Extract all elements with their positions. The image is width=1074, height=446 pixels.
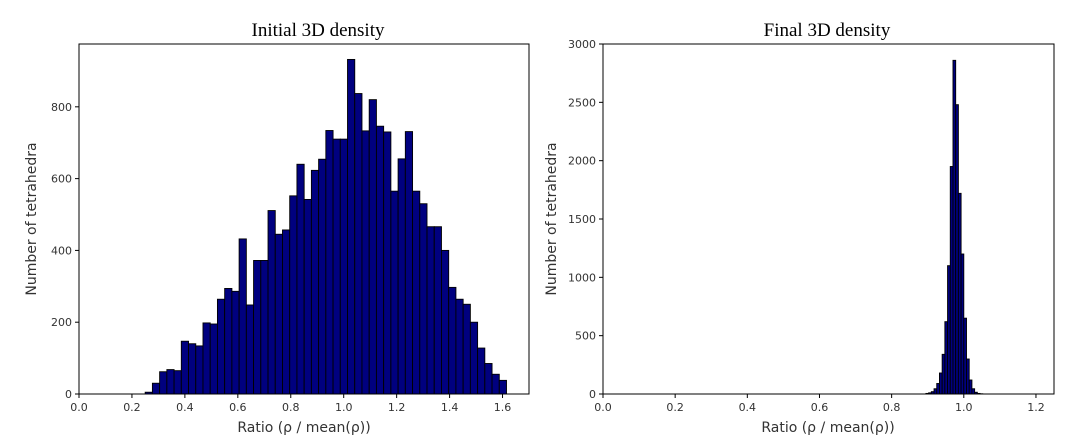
x-tick-label: 0.8 bbox=[282, 401, 300, 414]
y-tick-label: 400 bbox=[51, 244, 72, 257]
histogram-bar bbox=[180, 340, 189, 395]
histogram-bar bbox=[498, 379, 507, 395]
histogram-bar bbox=[173, 370, 182, 395]
plot-frame bbox=[602, 43, 1055, 395]
histogram-bar bbox=[188, 343, 197, 395]
histogram-bar bbox=[491, 373, 500, 395]
histogram-bar bbox=[325, 130, 334, 395]
histogram-bar bbox=[209, 323, 218, 395]
x-tick-label: 0.2 bbox=[666, 401, 684, 414]
y-tick-label: 0 bbox=[589, 388, 596, 401]
histogram-bar bbox=[354, 93, 363, 395]
y-tick-label: 800 bbox=[51, 101, 72, 114]
x-axis-label: Ratio (ρ / mean(ρ)) bbox=[761, 420, 894, 436]
y-tick-label: 0 bbox=[65, 388, 72, 401]
histogram-bar bbox=[433, 226, 442, 395]
histogram-bar bbox=[361, 130, 370, 395]
histogram-bar bbox=[441, 249, 450, 395]
histogram-bar bbox=[195, 345, 204, 395]
x-tick-label: 0.6 bbox=[229, 401, 247, 414]
x-tick-label: 1.6 bbox=[494, 401, 512, 414]
y-axis-label: Number of tetrahedra bbox=[24, 142, 40, 295]
x-tick-label: 1.2 bbox=[388, 401, 406, 414]
x-tick-label: 1.4 bbox=[441, 401, 459, 414]
y-tick-label: 2500 bbox=[568, 96, 596, 109]
histogram-bars bbox=[144, 58, 507, 395]
x-tick-label: 1.0 bbox=[335, 401, 353, 414]
histogram-bar bbox=[303, 198, 312, 395]
histogram-bar bbox=[469, 321, 479, 395]
x-tick-label: 0.0 bbox=[594, 401, 612, 414]
histogram-bar bbox=[455, 298, 464, 395]
y-tick-label: 1500 bbox=[568, 213, 596, 226]
histogram-bar bbox=[296, 163, 305, 395]
histogram-bar bbox=[310, 169, 320, 395]
x-tick-label: 0.4 bbox=[176, 401, 194, 414]
y-tick-label: 200 bbox=[51, 316, 72, 329]
histogram-bar bbox=[397, 158, 406, 395]
histogram-bar bbox=[462, 303, 471, 395]
histogram-bar bbox=[426, 226, 435, 395]
x-tick-label: 1.2 bbox=[1027, 401, 1045, 414]
histogram-bar bbox=[412, 190, 421, 395]
histogram-bar bbox=[267, 210, 276, 395]
x-ticks: 0.0 0.2 0.4 0.6 0.8 1.0 1.2 1.4 1.6 bbox=[70, 394, 511, 414]
histogram-bar bbox=[289, 195, 298, 395]
x-tick-label: 0.4 bbox=[739, 401, 757, 414]
x-ticks: 0.0 0.2 0.4 0.6 0.8 1.0 1.2 bbox=[594, 394, 1045, 414]
histogram-bar bbox=[332, 138, 341, 395]
histogram-bar bbox=[390, 190, 399, 395]
histogram-bar bbox=[253, 260, 262, 395]
y-ticks: 0 500 1000 1500 2000 2500 3000 bbox=[568, 38, 603, 401]
x-tick-label: 1.0 bbox=[955, 401, 973, 414]
plot-frame bbox=[78, 43, 530, 395]
histogram-bar bbox=[231, 290, 240, 395]
chart-initial-density: Initial 3D density 0.0 0.2 0.4 0.6 0.8 1.0 1.2… bbox=[24, 20, 530, 436]
x-tick-label: 0.8 bbox=[883, 401, 901, 414]
y-tick-label: 500 bbox=[575, 330, 596, 343]
histogram-bar bbox=[318, 158, 327, 395]
x-tick-label: 0.2 bbox=[123, 401, 141, 414]
chart-title: Initial 3D density bbox=[252, 20, 385, 41]
histogram-bar bbox=[151, 382, 161, 395]
histogram-bar bbox=[274, 233, 283, 395]
chart-final-density: Final 3D density 0.0 0.2 0.4 0.6 0.8 1.0 1.2 0… bbox=[544, 20, 1055, 436]
histogram-bar bbox=[238, 238, 247, 395]
histogram-bar bbox=[216, 298, 226, 395]
histogram-bar bbox=[368, 99, 377, 395]
histogram-bar bbox=[383, 131, 392, 395]
histogram-bar bbox=[339, 138, 348, 395]
histogram-bar bbox=[159, 371, 168, 395]
x-tick-label: 0.6 bbox=[811, 401, 829, 414]
histogram-bar bbox=[245, 304, 255, 395]
histogram-bar bbox=[448, 286, 457, 395]
histogram-bar bbox=[419, 203, 428, 395]
histogram-bar bbox=[224, 288, 233, 395]
chart-title: Final 3D density bbox=[764, 20, 891, 41]
x-tick-label: 0.0 bbox=[70, 401, 88, 414]
histogram-bar bbox=[202, 322, 211, 395]
y-tick-label: 600 bbox=[51, 173, 72, 186]
histogram-bar bbox=[260, 260, 269, 395]
y-axis-label: Number of tetrahedra bbox=[544, 142, 560, 295]
histogram-bar bbox=[404, 131, 414, 395]
histogram-bar bbox=[375, 125, 385, 395]
histogram-bar bbox=[347, 58, 356, 395]
x-axis-label: Ratio (ρ / mean(ρ)) bbox=[237, 420, 370, 436]
histogram-bars bbox=[925, 59, 984, 395]
histogram-bar bbox=[166, 369, 175, 395]
y-ticks: 0 200 400 600 800 bbox=[51, 101, 79, 401]
histogram-bar bbox=[477, 347, 486, 395]
y-tick-label: 2000 bbox=[568, 155, 596, 168]
y-tick-label: 3000 bbox=[568, 38, 596, 51]
histogram-bar bbox=[484, 363, 493, 395]
y-tick-label: 1000 bbox=[568, 271, 596, 284]
histogram-bar bbox=[282, 229, 291, 395]
